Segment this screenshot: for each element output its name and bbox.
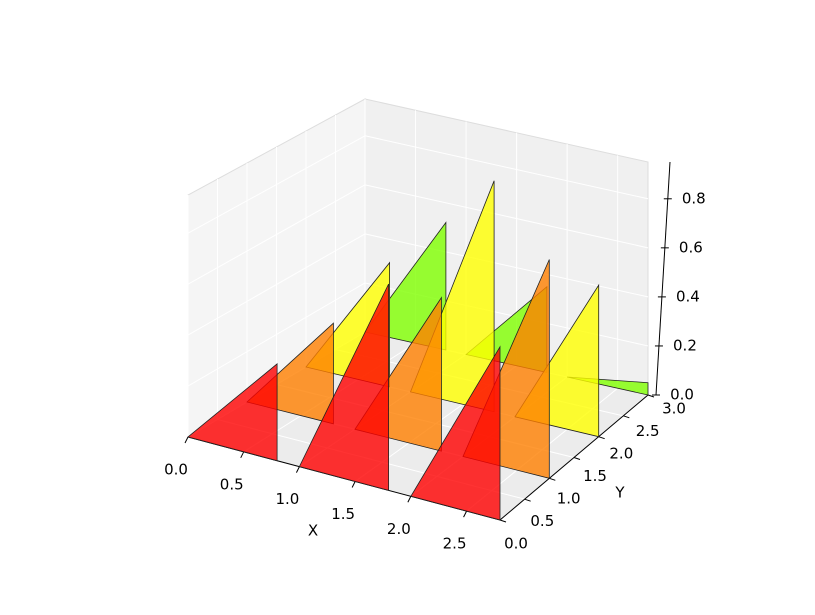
x-tick	[184, 436, 189, 444]
y-tick-label: 0.0	[504, 535, 528, 553]
y-tick-label: 1.5	[583, 467, 607, 485]
x-tick-label: 2.5	[443, 535, 467, 553]
x-tick	[351, 481, 356, 488]
x-tick-label: 1.5	[331, 505, 355, 523]
y-tick	[623, 415, 630, 419]
x-tick-label: 0.0	[164, 461, 188, 479]
triangle	[410, 345, 501, 521]
grid-line	[364, 233, 649, 298]
x-tick	[407, 496, 412, 503]
z-tick-label: 0.4	[676, 287, 700, 305]
grid-line	[364, 184, 649, 249]
y-tick	[573, 457, 581, 460]
grid-line	[187, 233, 366, 336]
x-tick	[240, 451, 245, 459]
triangle	[187, 363, 278, 462]
y-tick-label: 2.0	[609, 445, 633, 463]
y-tick-label: 3.0	[662, 400, 686, 418]
z-tick-label: 0.6	[679, 238, 703, 256]
y-tick-label: 0.5	[530, 512, 554, 530]
y-tick-label: 2.5	[636, 422, 660, 440]
x-axis-label: X	[308, 522, 318, 540]
y-tick	[549, 477, 556, 481]
z-axis	[655, 161, 671, 396]
triangle	[567, 376, 649, 396]
y-axis-label: Y	[614, 484, 625, 502]
grid-line	[364, 135, 649, 200]
x-tick	[295, 466, 300, 473]
z-tick-label: 0.8	[682, 189, 706, 207]
grid-line	[187, 135, 366, 234]
y-tick	[499, 519, 507, 523]
x-tick-label: 1.0	[275, 490, 299, 508]
y-tick-label: 1.0	[557, 490, 581, 508]
x-tick-label: 2.0	[387, 520, 411, 538]
z-tick-label: 0.2	[673, 336, 697, 354]
x-tick	[463, 510, 468, 518]
z-tick-label: 0.0	[670, 386, 694, 404]
x-tick-label: 0.5	[220, 475, 244, 493]
grid-line	[187, 184, 366, 285]
triangle	[298, 283, 390, 491]
grid-line	[187, 282, 366, 387]
y-tick	[598, 436, 605, 440]
y-tick	[647, 394, 655, 398]
y-tick	[524, 498, 531, 502]
